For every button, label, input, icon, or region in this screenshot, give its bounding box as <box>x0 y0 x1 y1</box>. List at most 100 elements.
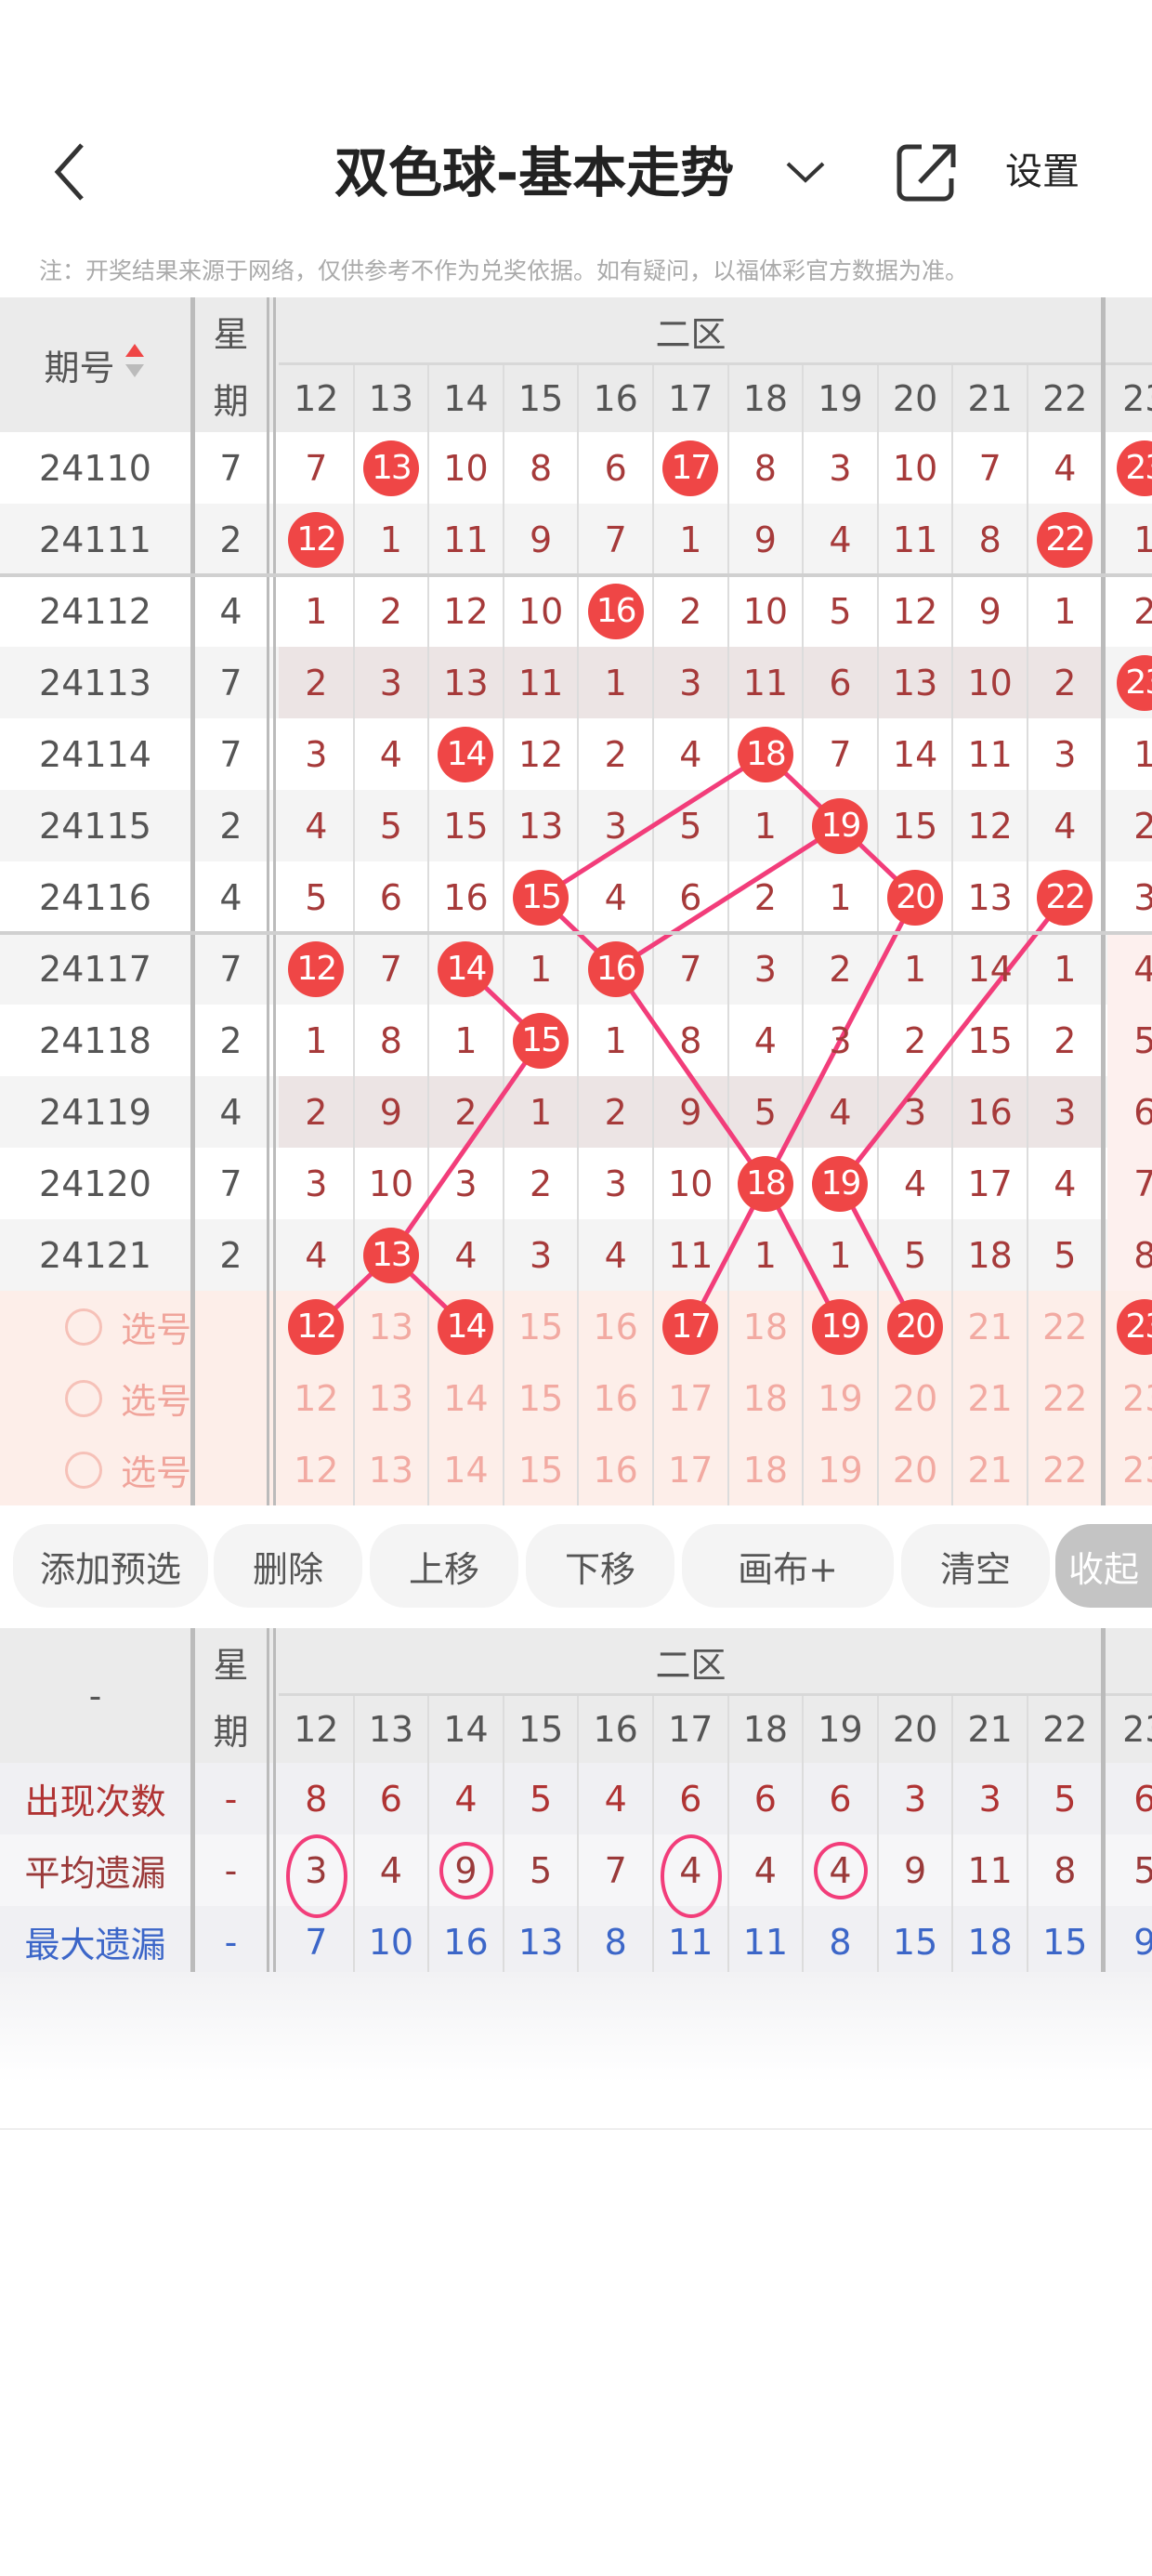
stats-value: 6 <box>1133 1778 1152 1820</box>
pick-number[interactable]: 19 <box>803 1362 878 1434</box>
pick-number[interactable]: 16 <box>578 1434 653 1505</box>
pick-number-label: 13 <box>368 1449 414 1491</box>
pick-number[interactable]: 16 <box>578 1362 653 1434</box>
column-header-19: 19 <box>818 1708 863 1750</box>
pick-number[interactable]: 22 <box>1028 1434 1103 1505</box>
move-up-button[interactable]: 上移 <box>370 1524 518 1608</box>
pick-number[interactable]: 15 <box>504 1362 579 1434</box>
week-cell: 2 <box>219 1234 242 1276</box>
zone-divider <box>1101 297 1106 1505</box>
pick-number[interactable]: 15 <box>504 1434 579 1505</box>
collapse-button[interactable]: 收起 <box>1055 1524 1152 1608</box>
pick-number[interactable]: 12 <box>279 1291 354 1362</box>
omission-value: 3 <box>1054 1091 1077 1133</box>
number-cell: 6 <box>1107 1076 1152 1148</box>
chevron-down-icon[interactable] <box>782 151 829 193</box>
back-button[interactable] <box>45 139 100 204</box>
omission-value: 3 <box>454 1163 478 1204</box>
radio-circle-icon[interactable] <box>65 1451 102 1489</box>
number-cell: 7 <box>1107 1148 1152 1219</box>
pick-row-label: 选号 <box>121 1381 192 1422</box>
number-cell: 23 <box>1107 647 1152 718</box>
number-cell: 2 <box>578 1076 653 1148</box>
pick-row-toggle[interactable]: 选号 <box>65 1362 195 1434</box>
omission-value: 1 <box>305 1019 328 1061</box>
pick-number[interactable]: 12 <box>279 1434 354 1505</box>
pick-number[interactable]: 23 <box>1107 1434 1152 1505</box>
winning-ball: 14 <box>438 726 494 782</box>
omission-value: 2 <box>454 1091 478 1133</box>
stats-value: 4 <box>803 1834 878 1906</box>
pick-number[interactable]: 12 <box>279 1362 354 1434</box>
header-grid-line <box>279 1693 1152 1696</box>
pick-number[interactable]: 18 <box>728 1362 804 1434</box>
column-header-23: 23 <box>1122 377 1152 419</box>
number-cell: 4 <box>279 1219 354 1291</box>
pick-row-toggle[interactable]: 选号 <box>65 1291 195 1362</box>
pick-number[interactable]: 13 <box>354 1291 429 1362</box>
radio-circle-icon[interactable] <box>65 1308 102 1346</box>
omission-value: 2 <box>753 876 777 918</box>
pick-number[interactable]: 14 <box>428 1362 504 1434</box>
pick-number[interactable]: 23 <box>1107 1362 1152 1434</box>
omission-value: 13 <box>892 662 938 703</box>
clear-button[interactable]: 清空 <box>901 1524 1050 1608</box>
pick-number[interactable]: 22 <box>1028 1291 1103 1362</box>
pick-number-label: 23 <box>1122 1377 1152 1419</box>
sort-icon[interactable] <box>123 342 147 388</box>
settings-button[interactable]: 设置 <box>1005 151 1080 193</box>
pick-number[interactable]: 22 <box>1028 1362 1103 1434</box>
pick-number[interactable]: 16 <box>578 1291 653 1362</box>
pick-number[interactable]: 20 <box>878 1434 953 1505</box>
move-down-button[interactable]: 下移 <box>526 1524 674 1608</box>
pick-number[interactable]: 15 <box>504 1291 579 1362</box>
period-cell: 24111 <box>39 519 151 560</box>
delete-button[interactable]: 删除 <box>214 1524 362 1608</box>
omission-value: 6 <box>604 447 627 489</box>
pick-number[interactable]: 23 <box>1107 1291 1152 1362</box>
pick-number[interactable]: 21 <box>952 1434 1028 1505</box>
omission-value: 17 <box>967 1163 1013 1204</box>
omission-value: 5 <box>1054 1234 1077 1276</box>
number-cell: 4 <box>803 1076 878 1148</box>
omission-value: 8 <box>978 519 1001 560</box>
pick-number[interactable]: 18 <box>728 1434 804 1505</box>
pick-row-toggle[interactable]: 选号 <box>65 1434 195 1505</box>
period-header[interactable]: 期号 <box>0 297 190 432</box>
canvas-plus-button[interactable]: 画布+ <box>682 1524 894 1608</box>
pick-number[interactable]: 20 <box>878 1362 953 1434</box>
pick-number[interactable]: 14 <box>428 1434 504 1505</box>
pick-number[interactable]: 17 <box>653 1291 728 1362</box>
share-icon[interactable] <box>896 139 959 206</box>
omission-value: 1 <box>305 590 328 632</box>
pick-number[interactable]: 13 <box>354 1434 429 1505</box>
number-cell: 14 <box>952 933 1028 1005</box>
number-cell: 15 <box>504 1005 579 1076</box>
number-cell: 10 <box>878 432 953 504</box>
omission-value: 10 <box>892 447 938 489</box>
number-cell: 22 <box>1028 861 1103 933</box>
pick-number[interactable]: 19 <box>803 1291 878 1362</box>
pick-number[interactable]: 18 <box>728 1291 804 1362</box>
pick-number[interactable]: 21 <box>952 1362 1028 1434</box>
pick-number[interactable]: 17 <box>653 1362 728 1434</box>
pick-number[interactable]: 17 <box>653 1434 728 1505</box>
omission-value: 13 <box>517 805 564 847</box>
add-preselect-button[interactable]: 添加预选 <box>13 1524 208 1608</box>
stats-value: 8 <box>1054 1849 1077 1891</box>
pick-number[interactable]: 13 <box>354 1362 429 1434</box>
radio-circle-icon[interactable] <box>65 1379 102 1417</box>
pick-number[interactable]: 19 <box>803 1434 878 1505</box>
pick-number[interactable]: 20 <box>878 1291 953 1362</box>
omission-value: 3 <box>1054 733 1077 775</box>
omission-value: 1 <box>753 1234 777 1276</box>
pick-number[interactable]: 14 <box>428 1291 504 1362</box>
number-cell: 8 <box>728 432 804 504</box>
week-cell: 7 <box>219 948 242 990</box>
winning-ball: 22 <box>1037 511 1093 568</box>
page-title[interactable]: 双色球-基本走势 <box>334 141 735 204</box>
stats-value: 18 <box>967 1921 1013 1963</box>
pick-number[interactable]: 21 <box>952 1291 1028 1362</box>
column-header-18: 18 <box>742 377 789 419</box>
number-cell: 12 <box>504 718 579 790</box>
